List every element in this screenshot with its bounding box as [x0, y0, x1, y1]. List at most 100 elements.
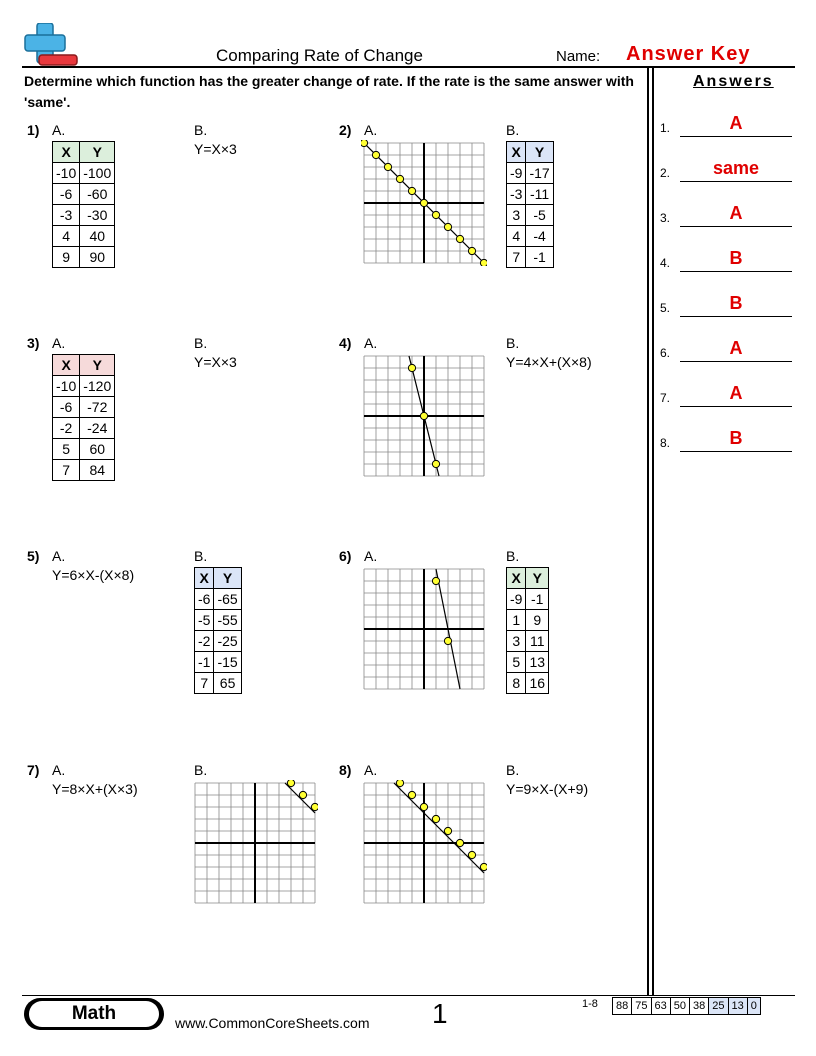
xy-table: X Y -6 -65 -5 -55 -2 -25 -1 -15 7 65	[193, 567, 242, 694]
part-b-label: B.	[506, 335, 520, 351]
table-row: 3 11	[505, 630, 550, 652]
data-point	[298, 790, 308, 800]
problem-number: 2)	[339, 122, 352, 138]
data-point	[431, 814, 441, 824]
table-row: 7 -1	[505, 246, 554, 268]
table-row: -10 -120	[51, 375, 116, 397]
score-cell: 75	[631, 997, 652, 1015]
table-cell: -5	[525, 204, 554, 226]
answer-value: A	[729, 203, 743, 223]
table-row: 9 90	[51, 246, 116, 268]
table-cell: -120	[79, 375, 116, 397]
table-cell: -10	[51, 162, 81, 184]
table-header: X	[51, 141, 81, 163]
table-cell: -3	[51, 204, 81, 226]
table-cell: 13	[525, 651, 550, 673]
data-point	[419, 198, 429, 208]
footer-url: www.CommonCoreSheets.com	[175, 1015, 370, 1031]
answer-number: 2.	[660, 166, 671, 180]
data-point	[407, 790, 417, 800]
score-cell: 0	[746, 997, 761, 1015]
table-cell: 7	[51, 459, 81, 481]
function-line	[435, 568, 461, 690]
score-cell: 13	[727, 997, 748, 1015]
answer-number: 3.	[660, 211, 671, 225]
data-point	[443, 826, 453, 836]
table-header: Y	[525, 141, 554, 163]
score-cell: 63	[650, 997, 671, 1015]
table-row: -6 -72	[51, 396, 116, 418]
table-cell: 5	[51, 438, 81, 460]
table-row: -2 -25	[193, 630, 242, 652]
part-b-label: B.	[194, 548, 208, 564]
answer-number: 6.	[660, 346, 671, 360]
answer-row: 1. A	[660, 113, 792, 137]
part-a-label: A.	[364, 335, 378, 351]
table-row: 5 13	[505, 651, 550, 673]
xy-table: X Y -10 -120 -6 -72 -2 -24 5 60 7 84	[51, 354, 116, 481]
part-a-label: A.	[52, 548, 66, 564]
coordinate-graph	[194, 780, 318, 904]
table-cell: -24	[79, 417, 116, 439]
data-point	[383, 162, 393, 172]
answer-value: same	[712, 158, 760, 178]
answer-row: 2. same	[660, 158, 792, 182]
data-point	[431, 576, 441, 586]
table-cell: -65	[213, 588, 242, 610]
table-header: Y	[79, 141, 116, 163]
answer-row: 6. A	[660, 338, 792, 362]
table-cell: -55	[213, 609, 242, 631]
table-cell: -25	[213, 630, 242, 652]
table-cell: 60	[79, 438, 116, 460]
table-row: 8 16	[505, 672, 550, 694]
function-equation: Y=9×X-(X+9)	[506, 781, 589, 797]
table-cell: 9	[51, 246, 81, 268]
answer-line	[680, 271, 792, 272]
table-cell: -1	[193, 651, 215, 673]
xy-table: X Y -9 -1 1 9 3 11 5 13 8 16	[505, 567, 550, 694]
table-row: -9 -17	[505, 162, 554, 184]
table-cell: 8	[505, 672, 527, 694]
table-row: -9 -1	[505, 588, 550, 610]
table-cell: -11	[525, 183, 554, 205]
coordinate-graph	[363, 355, 485, 477]
score-cell: 88	[611, 997, 633, 1015]
answer-row: 5. B	[660, 293, 792, 317]
function-line	[393, 782, 485, 874]
instructions: Determine which function has the greater…	[24, 73, 634, 110]
part-a-label: A.	[52, 762, 66, 778]
problem-number: 6)	[339, 548, 352, 564]
part-b-label: B.	[194, 335, 208, 351]
part-a-label: A.	[364, 122, 378, 138]
table-cell: -9	[505, 162, 527, 184]
data-point	[371, 150, 381, 160]
table-cell: 3	[505, 204, 527, 226]
data-point	[455, 234, 465, 244]
function-equation: Y=4×X+(X×8)	[506, 354, 592, 370]
table-cell: 11	[525, 630, 550, 652]
table-cell: -2	[51, 417, 81, 439]
column-divider	[652, 67, 654, 996]
data-point	[286, 780, 296, 788]
answer-value: A	[729, 113, 743, 133]
data-point	[467, 246, 477, 256]
table-cell: 4	[505, 225, 527, 247]
table-row: -5 -55	[193, 609, 242, 631]
table-cell: 40	[79, 225, 116, 247]
table-cell: 84	[79, 459, 116, 481]
table-cell: -5	[193, 609, 215, 631]
table-cell: 9	[525, 609, 550, 631]
table-cell: -15	[213, 651, 242, 673]
header-divider	[22, 66, 795, 68]
data-point	[431, 459, 441, 469]
table-header: X	[51, 354, 81, 376]
table-header: Y	[213, 567, 242, 589]
table-header: X	[193, 567, 215, 589]
problem-number: 7)	[27, 762, 40, 778]
answer-row: 3. A	[660, 203, 792, 227]
table-row: 5 60	[51, 438, 116, 460]
problem-number: 1)	[27, 122, 40, 138]
table-cell: 90	[79, 246, 116, 268]
coordinate-graph	[363, 568, 485, 690]
